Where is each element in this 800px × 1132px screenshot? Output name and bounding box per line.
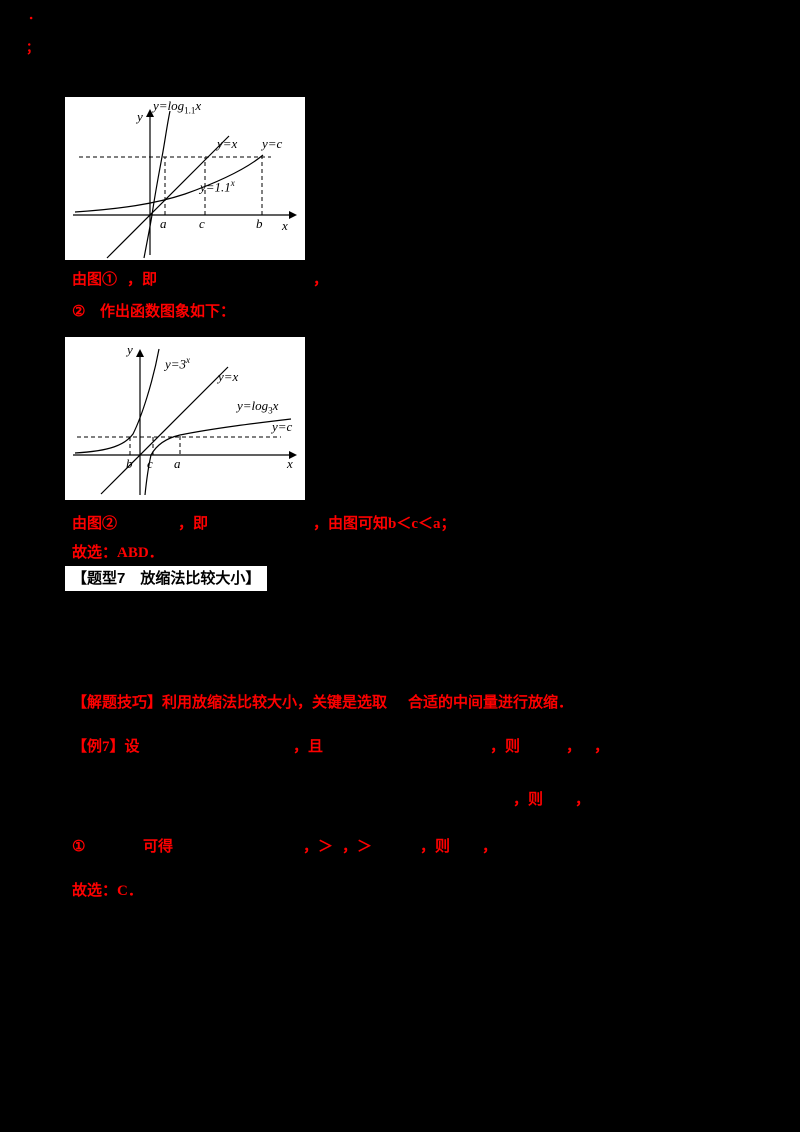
x-axis-label: x [282, 218, 288, 233]
red-text-segment: ，即 [127, 272, 158, 288]
label-text: y=log [153, 98, 185, 113]
x-axis-label: x [287, 456, 293, 471]
y-axis-arrow [146, 109, 154, 117]
red-text-segment: ，＞ [303, 839, 334, 855]
red-text-segment: 【例7】设 [72, 739, 140, 755]
tick-label-b: b [256, 216, 263, 231]
red-artifact-mark: ； [26, 40, 40, 55]
red-text-segment: ，则 [513, 792, 544, 808]
line-y-equals-x [100, 366, 229, 495]
red-text-segment: 作出函数图象如下： [100, 304, 236, 320]
answer-text-line: 故选：C． [0, 882, 800, 902]
red-artifact-mark: ． [28, 7, 42, 22]
tick-label-b: b [126, 456, 133, 471]
graph-canvas [73, 348, 297, 496]
section-title-problem-type-7: 【题型7 放缩法比较大小】 [65, 566, 268, 591]
tick-label-c: c [199, 216, 205, 231]
example-text-line: 【例7】设 ，且 ，则 ， ， [0, 738, 800, 758]
label-superscript: x [230, 178, 235, 188]
red-text-segment: 故选：ABD． [72, 545, 164, 561]
x-axis-arrow [289, 451, 297, 459]
figure-graph-base-1-1: y x y=log1.1x y=x y=c y=1.1x a c b [65, 97, 305, 260]
solution-text-line: ，则 ， [0, 791, 800, 811]
tick-label-c: c [147, 456, 153, 471]
y-axis-arrow [136, 349, 144, 357]
curve-exp-base-3 [74, 348, 160, 454]
label-subscript: 1.1 [184, 105, 196, 116]
red-text-segment: ， [594, 739, 610, 755]
red-text-segment: 【解题技巧】利用放缩法比较大小，关键是选取 [72, 695, 388, 711]
red-text-segment: ，且 [293, 739, 324, 755]
curve-log-base-1-1 [143, 110, 171, 259]
figure-graph-base-3: y x y=3x y=x y=log3x y=c b c a [65, 337, 305, 500]
red-text-segment: ，即 [178, 516, 209, 532]
tick-label-a: a [174, 456, 181, 471]
line-label-y-equals-x: y=x [217, 136, 238, 151]
curve-label-exp: y=3x [165, 353, 190, 371]
tick-label-a: a [160, 216, 167, 231]
red-text-segment: ， [482, 839, 498, 855]
red-text-segment: ，由图可知b＜c＜a； [313, 516, 456, 532]
label-text: y=log [237, 398, 269, 413]
y-axis-label: y [127, 342, 133, 357]
red-text-segment: ，＞ [342, 839, 373, 855]
line-label-y-equals-c: y=c [272, 419, 293, 434]
red-text-segment: ，则 [490, 739, 521, 755]
red-text-segment: ， [313, 272, 329, 288]
red-text-segment: ② [72, 304, 86, 320]
label-subscript: 3 [268, 405, 273, 416]
line-y-equals-x [106, 135, 230, 259]
red-text-segment: ， [566, 739, 582, 755]
answer-text-line: 故选：ABD． [0, 544, 800, 564]
label-text: y=1.1 [200, 179, 231, 195]
y-axis-label: y [137, 109, 143, 124]
red-text-segment: ， [575, 792, 591, 808]
curve-label-exp: y=1.1x [200, 176, 235, 194]
red-text-segment: 合适的中间量进行放缩． [408, 695, 574, 711]
curve-label-log: y=log1.1x [153, 99, 201, 118]
red-text-segment: ① [72, 839, 86, 855]
red-text-segment: 由图② [72, 516, 118, 532]
solution-text-line: ① 可得 ，＞ ，＞ ，则 ， [0, 838, 800, 858]
solution-text-line: ② 作出函数图象如下： [0, 303, 800, 323]
solution-text-line: 由图② ，即 ，由图可知b＜c＜a； [0, 515, 800, 535]
label-text: y=3 [165, 356, 187, 372]
red-text-segment: 可得 [143, 839, 174, 855]
x-axis-arrow [289, 211, 297, 219]
label-superscript: x [186, 355, 191, 365]
curve-label-log: y=log3x [237, 399, 278, 418]
solution-text-line: 由图① ，即 ， [0, 271, 800, 291]
red-text-segment: 故选：C． [72, 883, 143, 899]
red-text-segment: 由图① [72, 272, 118, 288]
curve-exp-base-1-1 [74, 154, 264, 213]
red-text-segment: ，则 [420, 839, 451, 855]
technique-text-line: 【解题技巧】利用放缩法比较大小，关键是选取 合适的中间量进行放缩． [0, 694, 800, 714]
line-label-y-equals-x: y=x [218, 369, 239, 384]
label-text: x [195, 98, 202, 113]
graph-canvas [73, 109, 297, 259]
label-text: x [272, 398, 279, 413]
curve-log-base-3 [144, 418, 292, 496]
line-label-y-equals-c: y=c [262, 136, 283, 151]
